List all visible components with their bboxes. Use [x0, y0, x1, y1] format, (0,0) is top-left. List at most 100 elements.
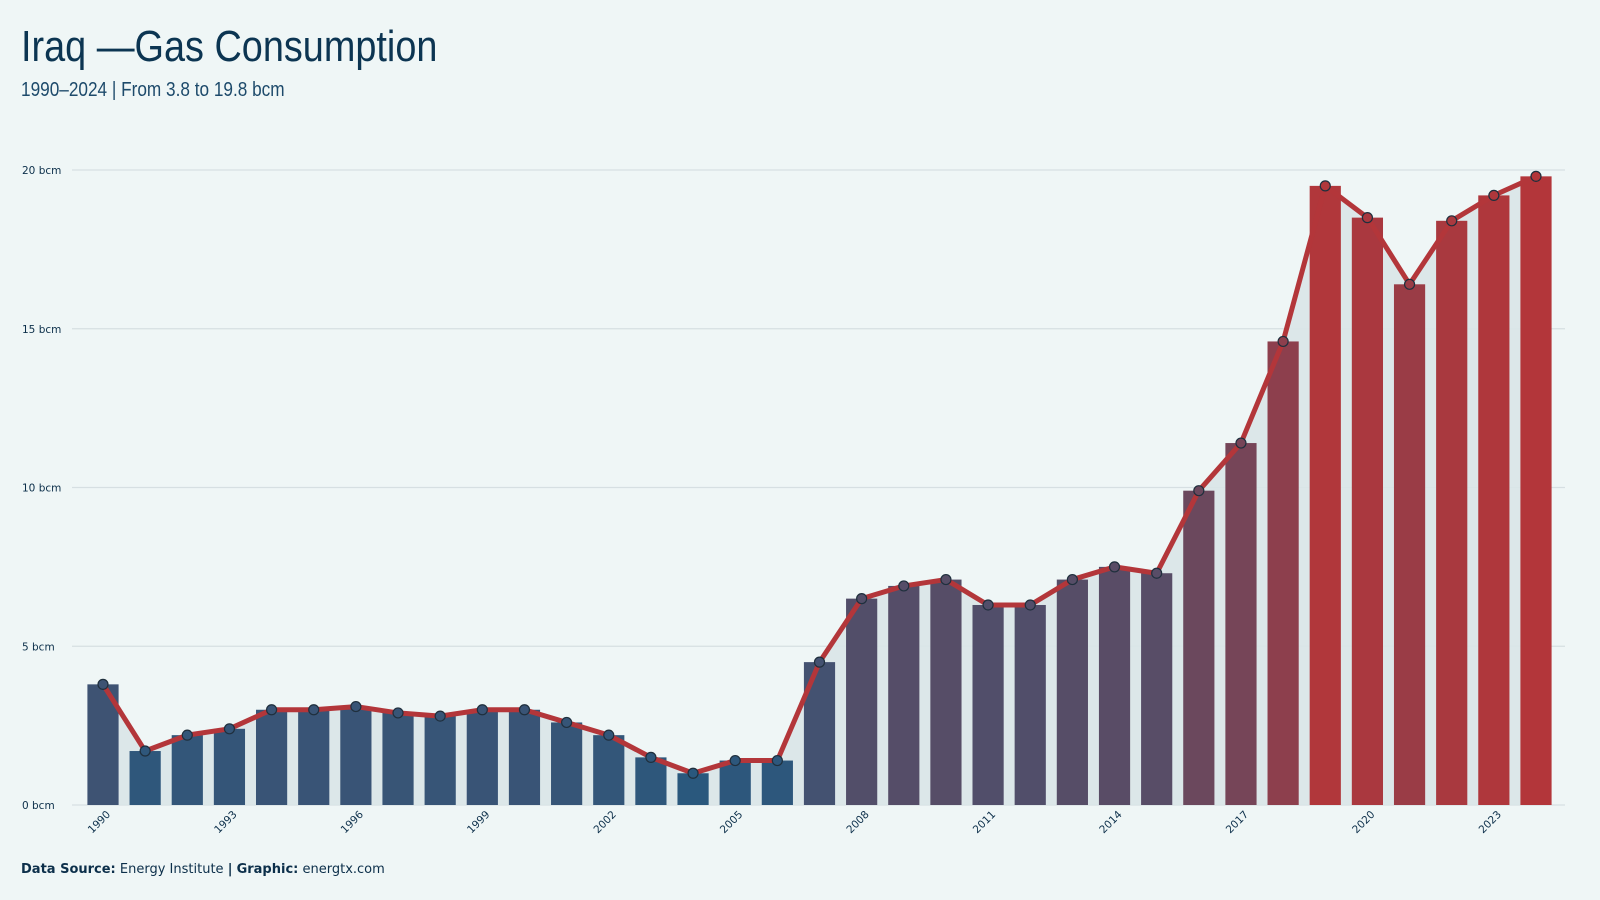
- bar-2021: [1393, 284, 1426, 805]
- graphic-value: energtx.com: [302, 862, 385, 877]
- bar-2020: [1351, 217, 1384, 805]
- point-1998: [434, 710, 446, 722]
- bar-1998: [424, 716, 456, 805]
- x-tick-label: 2014: [1097, 808, 1125, 836]
- point-1992: [181, 729, 193, 741]
- x-tick-label: 2005: [718, 809, 745, 836]
- bar-2009: [888, 585, 920, 805]
- point-2016: [1193, 485, 1205, 497]
- bar-2008: [846, 598, 878, 805]
- page-title: Iraq —Gas Consumption: [21, 22, 438, 71]
- x-axis: 1990 1993 1996 1999 2002 2005 2008 2011 2014 2017…: [86, 808, 1504, 836]
- point-2020: [1361, 212, 1374, 224]
- y-axis: 0 bcm 5 bcm 10 bcm 15 bcm 20 bcm: [22, 165, 61, 812]
- y-tick-label: 0 bcm: [22, 800, 55, 812]
- source-label: Data Source:: [21, 862, 116, 877]
- bar-1994: [255, 709, 288, 805]
- point-2021: [1403, 278, 1416, 290]
- bar-2018: [1267, 341, 1299, 805]
- point-2010: [940, 573, 952, 586]
- point-2007: [813, 656, 826, 668]
- point-2000: [518, 704, 531, 716]
- point-1990: [97, 678, 109, 690]
- point-2018: [1277, 335, 1289, 348]
- point-2013: [1066, 573, 1078, 586]
- bar-1995: [298, 709, 330, 805]
- point-1995: [308, 704, 320, 716]
- footer-credits: Data Source: Energy Institute | Graphic:…: [21, 862, 385, 877]
- y-tick-label: 20 bcm: [22, 165, 61, 177]
- bar-2010: [930, 579, 962, 805]
- x-tick-label: 2017: [1224, 809, 1251, 836]
- point-2019: [1319, 180, 1331, 192]
- bars: [87, 176, 1552, 806]
- bar-2003: [635, 757, 667, 805]
- page-subtitle: 1990–2024 | From 3.8 to 19.8 bcm: [21, 79, 285, 101]
- bar-2005: [719, 760, 751, 805]
- bar-2001: [551, 722, 583, 805]
- bar-2002: [593, 735, 625, 805]
- point-1993: [223, 723, 236, 735]
- area-fill: [103, 176, 1536, 806]
- point-2001: [561, 716, 573, 729]
- x-tick-label: 2011: [971, 809, 998, 836]
- point-1999: [476, 704, 488, 716]
- series-points: [97, 170, 1542, 779]
- x-tick-label: 1993: [212, 809, 239, 836]
- bar-2014: [1098, 566, 1131, 805]
- x-tick-label: 2023: [1477, 809, 1504, 836]
- point-2002: [603, 729, 615, 741]
- bar-2023: [1478, 195, 1510, 805]
- bar-2022: [1436, 220, 1468, 806]
- point-2022: [1446, 215, 1458, 227]
- bar-2011: [972, 604, 1004, 805]
- point-2023: [1488, 189, 1500, 201]
- point-2015: [1151, 567, 1163, 579]
- footer-separator: |: [227, 862, 233, 877]
- point-2014: [1108, 561, 1121, 573]
- bar-1999: [466, 709, 498, 805]
- y-tick-label: 5 bcm: [22, 641, 55, 653]
- x-tick-label: 2002: [591, 809, 618, 836]
- x-tick-label: 1996: [339, 808, 367, 836]
- bar-1991: [129, 751, 161, 805]
- y-tick-label: 15 bcm: [22, 324, 61, 336]
- point-2017: [1235, 437, 1247, 449]
- point-1997: [392, 707, 404, 719]
- bar-2017: [1225, 443, 1257, 805]
- point-2009: [898, 580, 910, 592]
- point-2008: [856, 593, 868, 605]
- point-2024: [1530, 170, 1542, 182]
- x-tick-label: 2008: [844, 809, 871, 836]
- point-1994: [265, 704, 278, 716]
- point-1991: [139, 745, 151, 757]
- point-2004: [687, 767, 699, 779]
- x-tick-label: 1990: [86, 809, 113, 836]
- point-2005: [729, 754, 741, 767]
- point-2012: [1024, 599, 1036, 611]
- bar-2019: [1309, 185, 1341, 805]
- bar-2016: [1183, 490, 1215, 805]
- y-tick-label: 10 bcm: [22, 483, 61, 495]
- bar-1992: [171, 735, 203, 805]
- point-2006: [771, 754, 783, 767]
- bar-1996: [340, 706, 372, 805]
- point-2003: [645, 751, 657, 763]
- bar-1997: [382, 712, 414, 805]
- bar-2000: [508, 709, 541, 805]
- area-under-line: [103, 176, 1536, 806]
- point-1996: [350, 700, 362, 713]
- bar-1993: [213, 728, 246, 805]
- bar-2013: [1056, 579, 1088, 805]
- x-tick-label: 2020: [1350, 809, 1377, 836]
- bar-2006: [761, 760, 793, 805]
- bar-2024: [1520, 176, 1552, 806]
- point-2011: [982, 599, 994, 611]
- bar-2015: [1141, 573, 1173, 805]
- source-value: Energy Institute: [119, 862, 224, 877]
- graphic-label: Graphic:: [236, 862, 299, 877]
- bar-2012: [1014, 604, 1046, 805]
- x-tick-label: 1999: [465, 809, 492, 836]
